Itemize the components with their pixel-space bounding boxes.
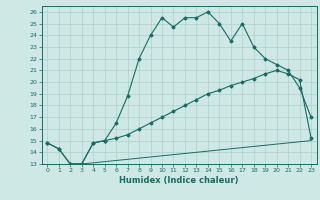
X-axis label: Humidex (Indice chaleur): Humidex (Indice chaleur) <box>119 176 239 185</box>
